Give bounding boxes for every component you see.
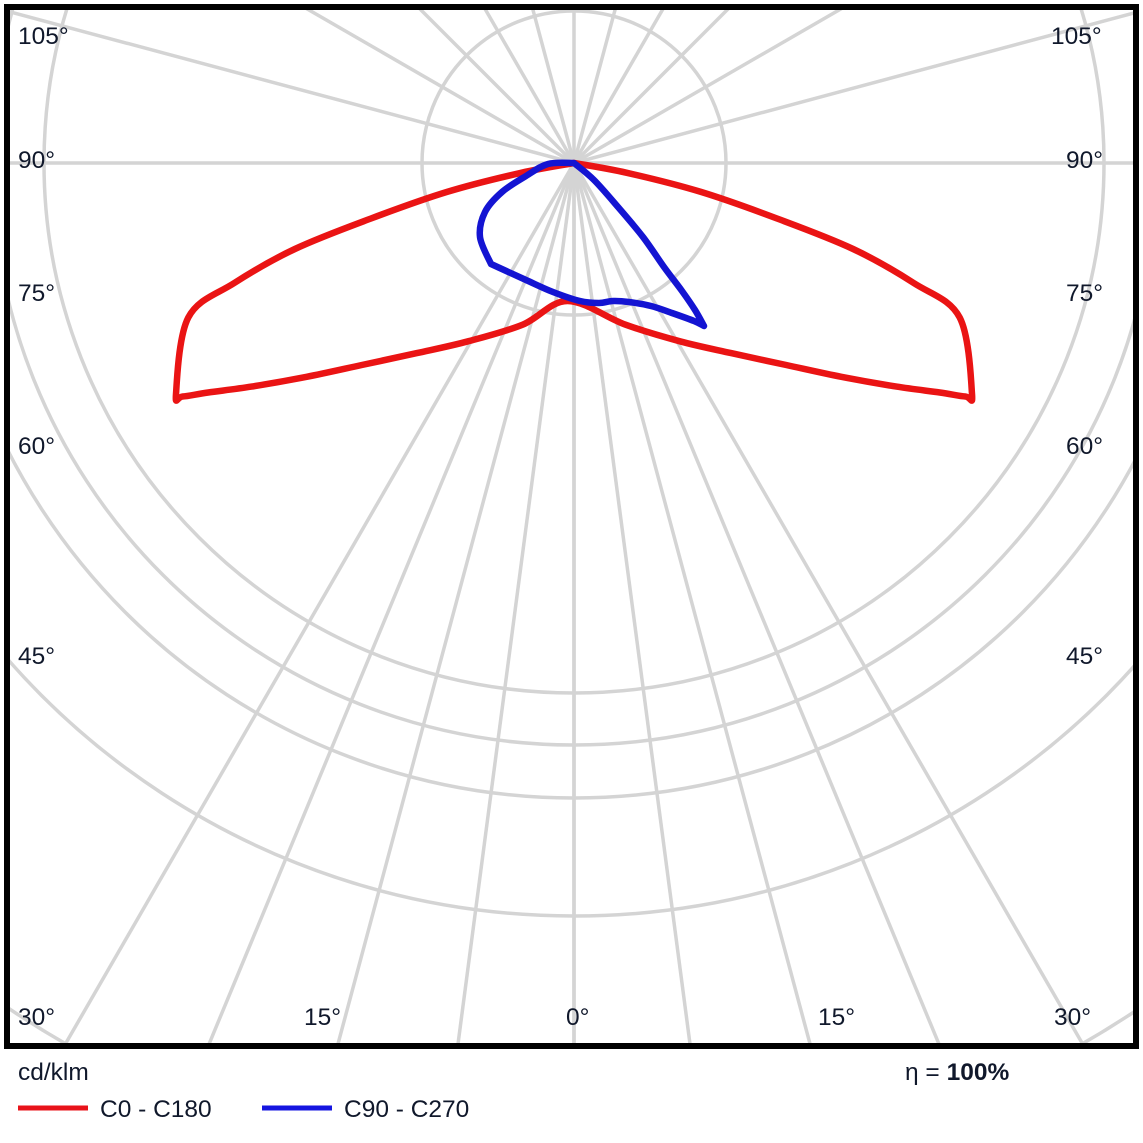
svg-text:0°: 0° xyxy=(566,1004,589,1031)
svg-text:η = 100%: η = 100% xyxy=(905,1059,1009,1086)
svg-text:75°: 75° xyxy=(18,280,55,307)
svg-text:30°: 30° xyxy=(18,1004,55,1031)
svg-text:45°: 45° xyxy=(1066,643,1103,670)
svg-text:C0 - C180: C0 - C180 xyxy=(100,1096,212,1123)
svg-text:cd/klm: cd/klm xyxy=(18,1059,89,1086)
svg-text:105°: 105° xyxy=(1051,23,1102,50)
svg-text:90°: 90° xyxy=(18,147,55,174)
svg-text:75°: 75° xyxy=(1066,280,1103,307)
svg-text:105°: 105° xyxy=(18,23,69,50)
svg-text:60°: 60° xyxy=(1066,433,1103,460)
svg-text:C90 - C270: C90 - C270 xyxy=(344,1096,469,1123)
svg-text:15°: 15° xyxy=(818,1004,855,1031)
svg-text:90°: 90° xyxy=(1066,147,1103,174)
svg-text:15°: 15° xyxy=(304,1004,341,1031)
svg-text:60°: 60° xyxy=(18,433,55,460)
svg-text:30°: 30° xyxy=(1054,1004,1091,1031)
svg-text:45°: 45° xyxy=(18,643,55,670)
